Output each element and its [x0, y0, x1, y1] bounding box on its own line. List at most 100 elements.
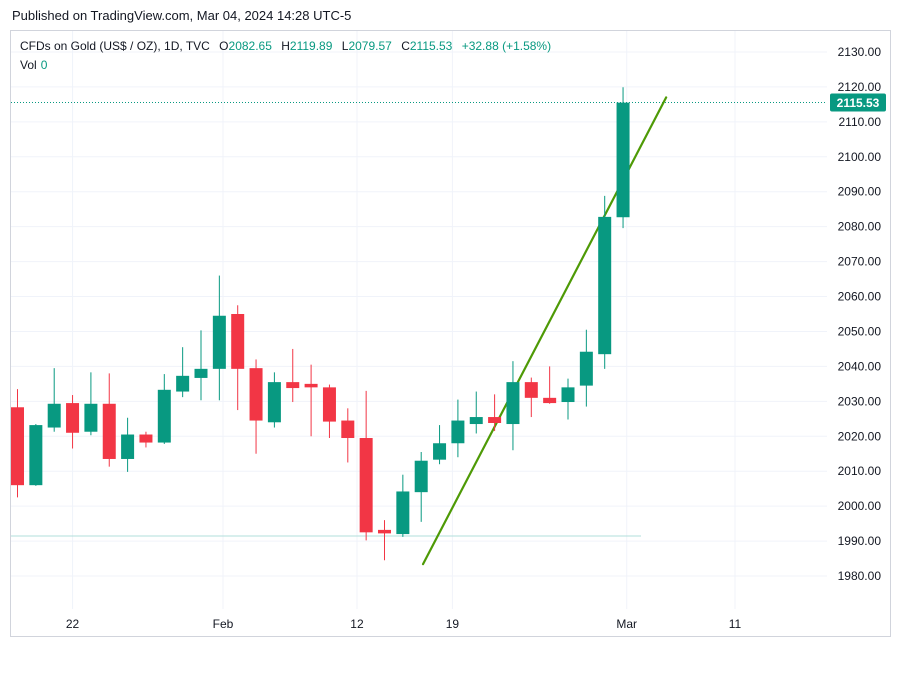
- candle-body: [212, 315, 226, 369]
- candle: [212, 275, 226, 401]
- candle: [414, 451, 428, 522]
- candle: [47, 368, 61, 432]
- candle: [579, 329, 593, 407]
- candle: [194, 330, 208, 401]
- candle-body: [47, 403, 61, 428]
- candle: [176, 347, 190, 398]
- candle-body: [157, 389, 171, 443]
- candle-body: [396, 491, 410, 535]
- candle: [66, 395, 80, 449]
- candle: [451, 399, 465, 458]
- candle-body: [139, 434, 153, 443]
- candle-body: [231, 314, 245, 369]
- candle: [378, 520, 391, 561]
- x-tick-label: 11: [729, 617, 742, 631]
- candle-body: [194, 368, 208, 378]
- y-tick-label: 2000.00: [838, 499, 882, 513]
- open-value: 2082.65: [228, 39, 272, 53]
- candle-body: [341, 420, 355, 439]
- candle-body: [267, 382, 281, 423]
- candle-body: [506, 382, 520, 425]
- candle-body: [286, 382, 300, 389]
- candle-body: [29, 425, 43, 486]
- low-value: 2079.57: [348, 39, 392, 53]
- y-tick-label: 2040.00: [838, 359, 882, 373]
- candle: [102, 373, 116, 467]
- y-tick-label: 2030.00: [838, 394, 882, 408]
- candle-body: [322, 387, 336, 422]
- trendline: [421, 96, 668, 566]
- candle: [29, 424, 43, 486]
- candle-body: [414, 460, 428, 493]
- x-tick-label: 12: [350, 617, 364, 631]
- candle-body: [433, 443, 447, 460]
- y-tick-label: 1980.00: [838, 569, 882, 583]
- candle-body: [176, 375, 190, 392]
- candle: [286, 348, 300, 403]
- volume-legend: Vol 0: [20, 58, 47, 72]
- candle-body: [469, 417, 483, 425]
- price-tag-text: 2115.53: [837, 96, 880, 110]
- candle: [433, 425, 447, 465]
- candle: [616, 87, 630, 229]
- candle: [598, 195, 612, 369]
- price-axis: 1980.00 1990.00 2000.00 2010.00 2020.00 2030.…: [838, 45, 882, 583]
- y-tick-label: 2070.00: [838, 255, 882, 269]
- candle-body: [616, 102, 630, 218]
- candle-body: [543, 397, 557, 404]
- candle: [396, 474, 410, 537]
- candle: [469, 391, 483, 434]
- candle: [139, 431, 153, 448]
- symbol-legend: CFDs on Gold (US$ / OZ), 1D, TVC O2082.6…: [20, 39, 551, 53]
- low-label: L: [341, 39, 349, 53]
- candle-body: [121, 434, 135, 459]
- candle: [488, 394, 502, 432]
- candle: [543, 366, 557, 404]
- high-label: H: [281, 39, 290, 53]
- candle-body: [524, 382, 538, 398]
- y-tick-label: 2080.00: [838, 220, 882, 234]
- candle: [524, 377, 538, 418]
- candle: [267, 372, 281, 428]
- candle-body: [102, 403, 116, 459]
- x-tick-label: 19: [446, 617, 460, 631]
- candle: [322, 384, 336, 439]
- high-value: 2119.89: [289, 39, 333, 53]
- close-value: 2115.53: [409, 39, 453, 53]
- y-tick-label: 2020.00: [838, 429, 882, 443]
- y-tick-label: 1990.00: [838, 534, 882, 548]
- y-tick-label: 2090.00: [838, 185, 882, 199]
- candle: [157, 374, 171, 444]
- trendline-layer: [421, 96, 668, 566]
- y-tick-label: 2110.00: [839, 115, 882, 129]
- x-tick-label: 22: [66, 617, 80, 631]
- price-tag-box: [830, 93, 886, 112]
- candle-body: [488, 417, 502, 423]
- chart-frame: [10, 30, 891, 637]
- candle-body: [378, 529, 391, 534]
- close-label: C: [401, 39, 410, 53]
- candles-layer: [11, 87, 630, 561]
- candle: [231, 305, 245, 411]
- y-tick-label: 2100.00: [838, 150, 882, 164]
- candle-body: [451, 420, 465, 444]
- last-price-tag: 2115.53: [830, 93, 886, 112]
- x-tick-label: Feb: [213, 617, 234, 631]
- change-value: +32.88 (+1.58%): [461, 39, 552, 53]
- candle-body: [579, 351, 593, 386]
- candle: [359, 390, 373, 541]
- candle: [84, 372, 98, 436]
- candle-body: [249, 368, 263, 421]
- x-tick-label: Mar: [616, 617, 637, 631]
- candle-body: [561, 387, 575, 403]
- candle: [121, 417, 135, 472]
- symbol-name: CFDs on Gold (US$ / OZ), 1D, TVC: [20, 39, 210, 53]
- y-tick-label: 2050.00: [838, 324, 882, 338]
- candle-body: [66, 403, 80, 433]
- grid: [11, 31, 827, 609]
- candle-body: [11, 407, 24, 486]
- open-label: O: [219, 39, 229, 53]
- volume-label: Vol: [20, 58, 37, 72]
- candle: [11, 389, 24, 498]
